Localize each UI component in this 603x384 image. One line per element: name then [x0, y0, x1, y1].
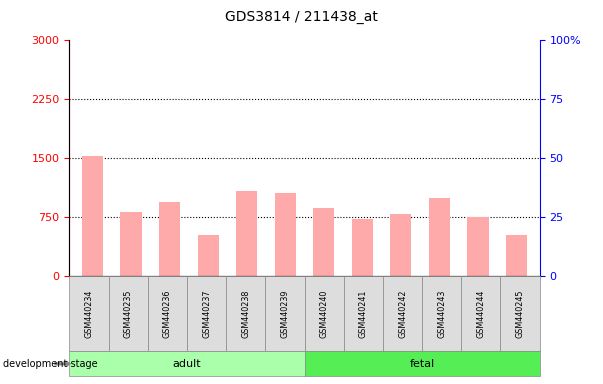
Bar	[159, 202, 180, 276]
Text: GSM440245: GSM440245	[516, 290, 525, 338]
Text: GSM440238: GSM440238	[241, 290, 250, 338]
Text: GSM440242: GSM440242	[398, 290, 407, 338]
Text: GSM440236: GSM440236	[163, 290, 172, 338]
Bar	[121, 212, 142, 276]
Bar	[198, 235, 219, 276]
Text: GSM440235: GSM440235	[124, 290, 133, 338]
Bar	[313, 208, 335, 276]
Text: GSM440241: GSM440241	[359, 290, 368, 338]
Text: GSM440234: GSM440234	[84, 290, 93, 338]
Text: GSM440244: GSM440244	[476, 290, 485, 338]
Bar	[352, 219, 373, 276]
Text: adult: adult	[172, 359, 201, 369]
Bar	[467, 217, 488, 276]
Bar	[274, 193, 296, 276]
Bar	[429, 198, 450, 276]
Text: GSM440239: GSM440239	[280, 290, 289, 338]
Bar	[236, 192, 257, 276]
Bar	[390, 214, 411, 276]
Text: fetal: fetal	[409, 359, 435, 369]
Text: GSM440243: GSM440243	[437, 290, 446, 338]
Text: development stage: development stage	[3, 359, 98, 369]
Bar	[82, 156, 103, 276]
Text: GSM440240: GSM440240	[320, 290, 329, 338]
Text: GSM440237: GSM440237	[202, 290, 211, 338]
Bar	[506, 235, 527, 276]
Text: GDS3814 / 211438_at: GDS3814 / 211438_at	[225, 10, 378, 24]
